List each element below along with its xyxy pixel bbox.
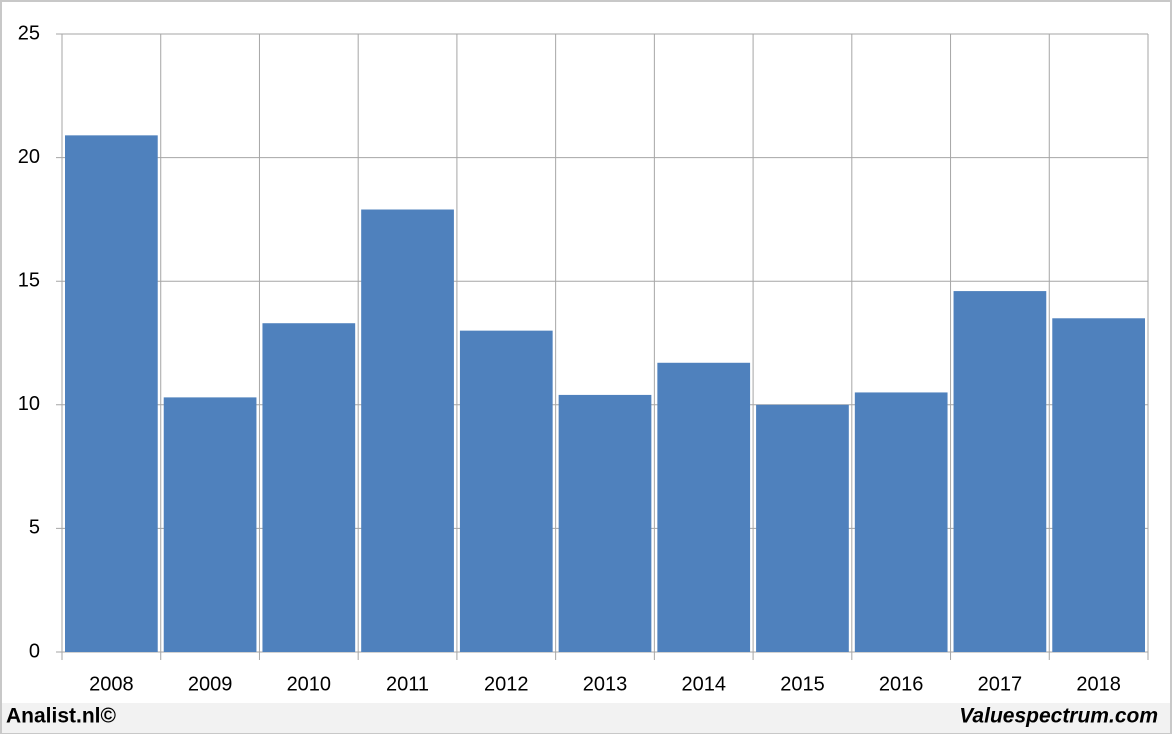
bar <box>163 397 257 652</box>
bar <box>459 330 553 652</box>
y-tick-label: 10 <box>18 393 40 415</box>
x-tick-label: 2013 <box>583 673 628 695</box>
y-tick-label: 0 <box>29 640 40 662</box>
bar <box>65 135 158 653</box>
x-tick-label: 2014 <box>681 673 726 695</box>
x-tick-label: 2009 <box>188 673 233 695</box>
bar <box>361 209 454 652</box>
footer-left: Analist.nl© <box>6 705 117 728</box>
y-tick-label: 25 <box>18 22 40 44</box>
y-tick-label: 15 <box>18 269 40 291</box>
x-tick-label: 2011 <box>386 673 429 695</box>
bar <box>262 323 356 652</box>
bar <box>756 404 849 652</box>
x-tick-label: 2008 <box>89 673 134 695</box>
footer-band <box>2 703 1170 733</box>
x-tick-label: 2015 <box>780 673 825 695</box>
bar <box>657 362 751 652</box>
x-tick-label: 2017 <box>978 673 1023 695</box>
y-tick-label: 20 <box>18 146 40 168</box>
x-tick-label: 2010 <box>287 673 332 695</box>
x-tick-label: 2016 <box>879 673 924 695</box>
footer-right: Valuespectrum.com <box>959 705 1158 728</box>
bar <box>558 394 652 652</box>
y-tick-label: 5 <box>29 517 40 539</box>
bar <box>953 291 1047 652</box>
bar <box>854 392 948 652</box>
x-tick-label: 2012 <box>484 673 529 695</box>
bar <box>1052 318 1145 652</box>
x-tick-label: 2018 <box>1076 673 1121 695</box>
